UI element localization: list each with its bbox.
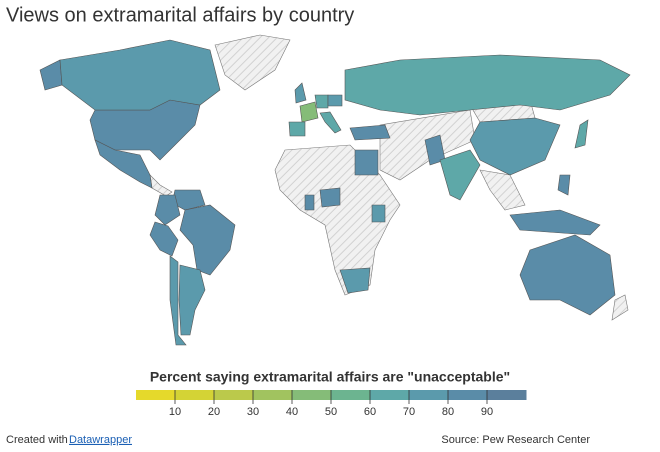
country	[327, 94, 343, 107]
country	[344, 54, 631, 116]
no-data-area	[149, 174, 173, 197]
country	[299, 101, 319, 123]
map	[39, 34, 631, 346]
country	[354, 149, 379, 176]
legend-title: Percent saying extramarital affairs are …	[150, 369, 510, 385]
country	[509, 209, 601, 236]
legend-swatch	[175, 390, 215, 400]
country	[371, 204, 386, 223]
country	[557, 174, 571, 196]
legend-swatch	[292, 390, 332, 400]
country	[339, 267, 371, 294]
country	[349, 124, 391, 141]
country	[439, 149, 481, 201]
country	[319, 187, 341, 208]
legend-swatch	[214, 390, 254, 400]
country	[288, 121, 306, 137]
legend-tick-label: 10	[169, 406, 181, 418]
legend-tick-label: 40	[286, 406, 298, 418]
legend-swatch	[253, 390, 293, 400]
no-data-area	[611, 294, 629, 321]
legend-swatch	[409, 390, 449, 400]
legend-tick-label: 60	[364, 406, 376, 418]
country	[519, 234, 616, 316]
country	[59, 39, 221, 111]
legend-tick-label: 20	[208, 406, 220, 418]
credit-link[interactable]: Datawrapper	[69, 434, 132, 446]
legend-tick-label: 80	[442, 406, 454, 418]
legend-swatch	[448, 390, 488, 400]
legend-swatch	[487, 390, 527, 400]
legend-tick-label: 90	[481, 406, 493, 418]
title: Views on extramarital affairs by country	[6, 4, 354, 26]
country	[94, 139, 153, 189]
legend-swatch	[331, 390, 371, 400]
legend-tick-label: 50	[325, 406, 337, 418]
legend-swatch	[136, 390, 176, 400]
country	[149, 221, 179, 257]
country	[294, 82, 307, 104]
country	[574, 119, 589, 149]
no-data-area	[214, 34, 291, 91]
country	[319, 111, 342, 134]
country	[169, 255, 187, 346]
legend-swatch	[370, 390, 410, 400]
legend-tick-label: 70	[403, 406, 415, 418]
credit: Created with	[6, 434, 68, 446]
country	[469, 117, 561, 176]
country	[154, 194, 181, 226]
source: Source: Pew Research Center	[441, 434, 590, 446]
country	[314, 94, 329, 109]
country	[179, 204, 236, 276]
country	[39, 59, 63, 91]
no-data-area	[479, 169, 526, 211]
country	[178, 264, 206, 336]
country	[304, 194, 315, 211]
legend: 10 20 30 40 50 60 70 80 90	[136, 390, 527, 418]
legend-tick-label: 30	[247, 406, 259, 418]
